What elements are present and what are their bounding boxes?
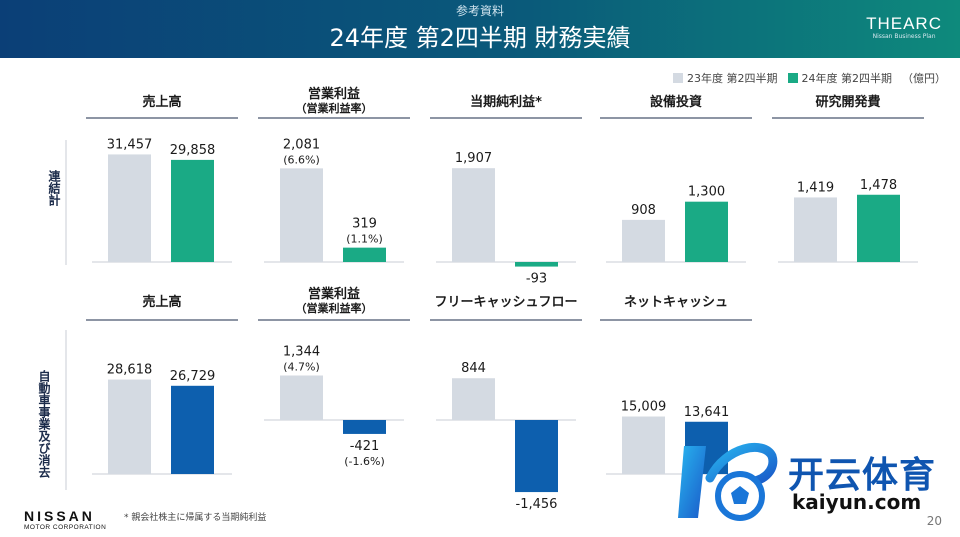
data-sublabel: (6.6%) bbox=[283, 153, 320, 166]
data-label: 2,081 bbox=[283, 137, 320, 152]
data-label: 1,478 bbox=[860, 178, 897, 193]
logo-sub-text: Nissan Business Plan bbox=[872, 33, 936, 40]
panel-title: 当期純利益* bbox=[470, 94, 542, 110]
bar bbox=[280, 375, 323, 420]
the-arc-logo: THEARC Nissan Business Plan bbox=[866, 14, 942, 40]
bar bbox=[515, 262, 558, 267]
panel-title: 研究開発費 bbox=[815, 94, 880, 110]
data-label: 1,300 bbox=[688, 185, 725, 200]
data-sublabel: (-1.6%) bbox=[344, 455, 385, 468]
data-label: 319 bbox=[352, 217, 377, 232]
brand-sub: MOTOR CORPORATION bbox=[24, 524, 107, 531]
data-label: 844 bbox=[461, 361, 486, 376]
bar bbox=[622, 416, 665, 474]
data-sublabel: (4.7%) bbox=[283, 361, 320, 374]
bar bbox=[685, 201, 728, 262]
bar bbox=[452, 378, 495, 420]
bar bbox=[343, 247, 386, 262]
header-banner: 参考資料 24年度 第2四半期 財務実績 THEARC Nissan Busin… bbox=[0, 0, 960, 58]
bar bbox=[108, 379, 151, 474]
brand-name: NISSAN bbox=[24, 508, 95, 524]
data-label: -421 bbox=[350, 439, 380, 454]
legend-unit: （億円） bbox=[902, 72, 946, 85]
data-label: 1,419 bbox=[797, 180, 834, 195]
bar bbox=[343, 420, 386, 434]
legend-swatch-prev bbox=[673, 73, 683, 83]
panel-title: 営業利益 bbox=[308, 86, 360, 102]
watermark-en-text: kaiyun.com bbox=[792, 490, 922, 514]
footnote: * 親会社株主に帰属する当期純利益 bbox=[124, 513, 267, 523]
data-label: 29,858 bbox=[170, 143, 216, 158]
bar bbox=[171, 385, 214, 474]
panel-title: 設備投資 bbox=[650, 94, 702, 110]
bar bbox=[108, 154, 151, 262]
data-label: 13,641 bbox=[684, 405, 730, 420]
page-title: 24年度 第2四半期 財務実績 bbox=[329, 24, 631, 52]
data-label: 15,009 bbox=[621, 400, 667, 415]
data-label: -93 bbox=[526, 272, 547, 287]
data-label: 31,457 bbox=[107, 137, 153, 152]
chart-legend: 23年度 第2四半期 24年度 第2四半期 （億円） bbox=[673, 70, 946, 86]
nissan-logo: NISSAN MOTOR CORPORATION bbox=[24, 508, 106, 531]
row-label-consolidated: 連結計 bbox=[47, 170, 61, 206]
header-subtitle: 参考資料 bbox=[455, 4, 504, 18]
logo-main-text: THEARC bbox=[866, 14, 942, 33]
panel-title: 売上高 bbox=[142, 294, 181, 310]
kaiyun-watermark: 开云体育 kaiyun.com bbox=[676, 438, 946, 532]
watermark-cn-text: 开云体育 bbox=[788, 455, 937, 496]
data-label: 1,907 bbox=[455, 151, 492, 166]
panel-title: 営業利益 bbox=[308, 286, 360, 302]
data-label: 26,729 bbox=[170, 369, 216, 384]
data-sublabel: (1.1%) bbox=[346, 233, 383, 246]
bar bbox=[280, 168, 323, 262]
bar bbox=[515, 420, 558, 493]
data-label: 28,618 bbox=[107, 363, 153, 378]
bar bbox=[452, 168, 495, 262]
panel-subtitle: （営業利益率） bbox=[296, 301, 373, 315]
bar bbox=[171, 159, 214, 262]
bar bbox=[622, 219, 665, 262]
legend-item-curr: 24年度 第2四半期 bbox=[787, 70, 892, 86]
panel-title: フリーキャッシュフロー bbox=[434, 295, 577, 310]
watermark-logo-icon bbox=[678, 443, 778, 521]
row-label-automotive: 自動車事業及び消去 bbox=[37, 370, 51, 478]
data-label: 1,344 bbox=[283, 345, 320, 360]
legend-swatch-curr bbox=[787, 73, 798, 83]
panel-title: 売上高 bbox=[142, 94, 181, 110]
panel-subtitle: （営業利益率） bbox=[296, 101, 373, 115]
page-number: 20 bbox=[926, 514, 942, 528]
bar bbox=[794, 197, 837, 262]
panel-title: ネットキャッシュ bbox=[624, 295, 728, 310]
data-label: -1,456 bbox=[516, 497, 558, 512]
data-label: 908 bbox=[631, 203, 656, 218]
bar bbox=[857, 194, 900, 262]
legend-item-prev: 23年度 第2四半期 bbox=[673, 70, 778, 86]
